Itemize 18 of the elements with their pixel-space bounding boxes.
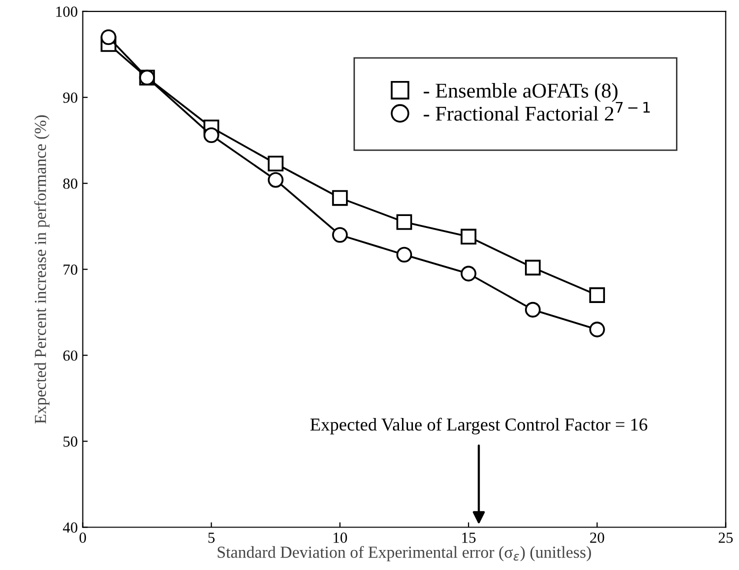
x-tick-label: 5 bbox=[208, 532, 215, 543]
legend-label: - Fractional Factorial 2$^{7−1}$ bbox=[424, 102, 650, 121]
y-tick-label: 60 bbox=[63, 350, 78, 361]
x-tick-label: 20 bbox=[590, 532, 604, 543]
x-tick-label: 0 bbox=[80, 532, 86, 543]
y-tick-label: 80 bbox=[63, 178, 78, 189]
x-tick-label: 15 bbox=[462, 532, 476, 543]
y-tick-label: 70 bbox=[64, 264, 78, 275]
x-tick-label: 25 bbox=[718, 532, 733, 543]
x-tick-label: 10 bbox=[334, 532, 347, 543]
legend-label: - Ensemble aOFATs (8) bbox=[424, 83, 618, 102]
annotation: Expected Value of Largest Control Factor = 16 bbox=[310, 418, 648, 434]
y-tick-label: 90 bbox=[63, 92, 78, 103]
y-tick-label: 50 bbox=[64, 436, 78, 447]
y-axis-title: Expected Percent increase in performance (%) bbox=[34, 115, 50, 424]
y-tick-label: 100 bbox=[56, 6, 78, 17]
x-axis-title: Standard Deviation of Experimental error (σ$_{ε}$) (unitless) bbox=[218, 546, 591, 562]
y-tick-label: 40 bbox=[62, 522, 78, 533]
